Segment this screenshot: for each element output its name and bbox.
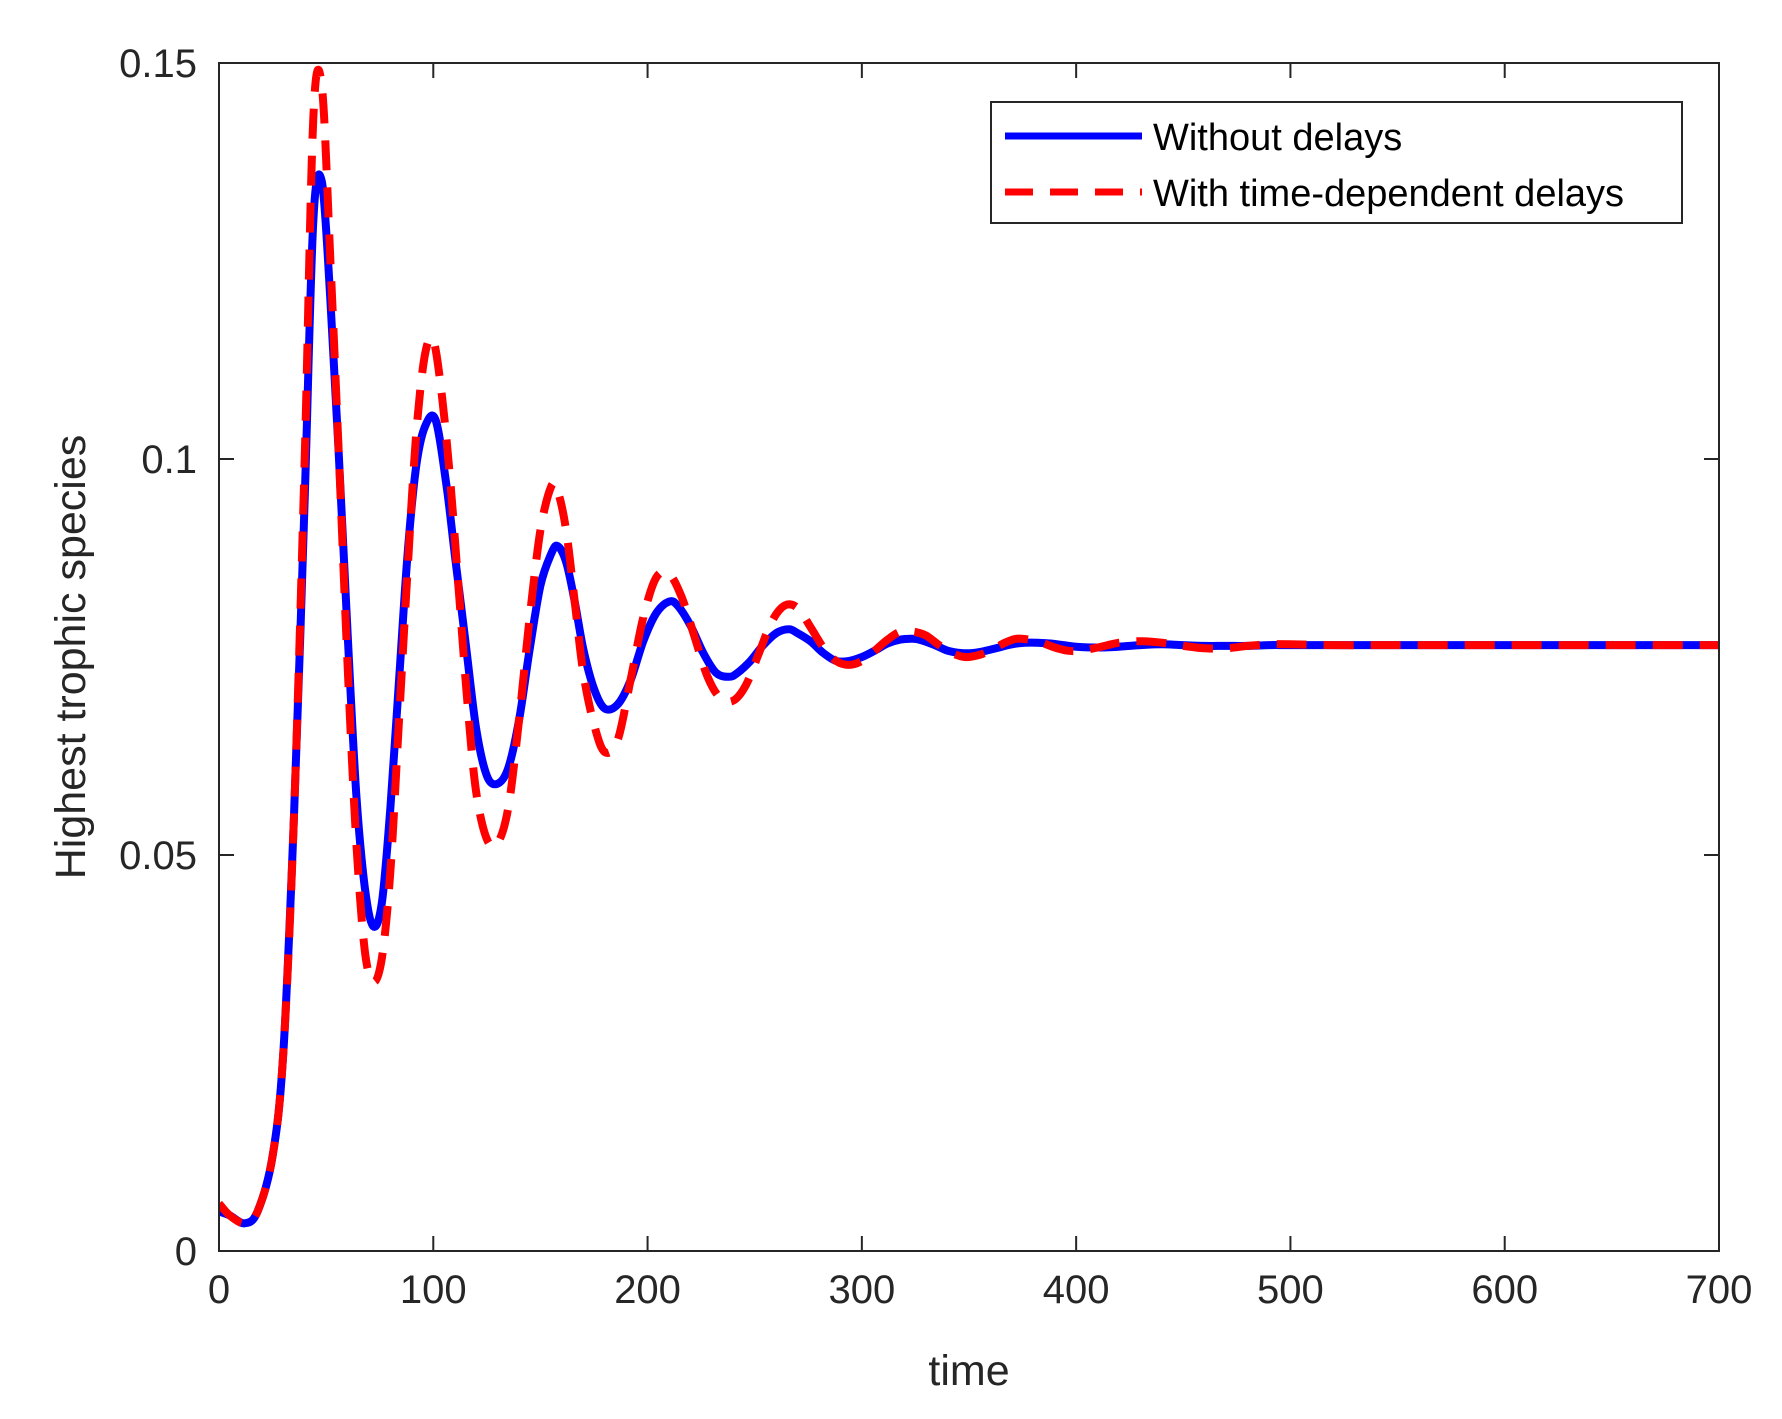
x-tick-label: 500 [1257, 1268, 1324, 1312]
x-tick-label: 100 [400, 1268, 467, 1312]
axes-box [218, 62, 1720, 1252]
x-tick-label: 200 [614, 1268, 681, 1312]
legend: Without delays With time-dependent delay… [990, 101, 1683, 224]
y-tick-label: 0.1 [141, 438, 197, 482]
y-tick-label: 0.15 [119, 42, 197, 86]
y-tick-label: 0.05 [119, 834, 197, 878]
x-tick-label: 0 [208, 1268, 230, 1312]
y-axis-label: Highest trophic species [47, 435, 95, 880]
x-tick-label: 300 [828, 1268, 895, 1312]
legend-entry-without-delays: Without delays [1153, 117, 1402, 159]
legend-box [990, 101, 1683, 224]
x-tick-label: 600 [1471, 1268, 1538, 1312]
x-tick-label: 400 [1043, 1268, 1110, 1312]
ticks-group: 0 100 200 300 400 500 600 700 0 0.05 0.1 0.15 [119, 42, 1752, 1312]
series-line-without-delays [219, 170, 1719, 1228]
legend-entry-with-delays: With time-dependent delays [1153, 173, 1624, 215]
x-axis-label: time [928, 1347, 1009, 1395]
x-tick-label: 700 [1686, 1268, 1753, 1312]
y-tick-label: 0 [175, 1230, 197, 1274]
series-group [219, 65, 1719, 1228]
series-line-with-time-dependent-delays [219, 65, 1719, 1228]
